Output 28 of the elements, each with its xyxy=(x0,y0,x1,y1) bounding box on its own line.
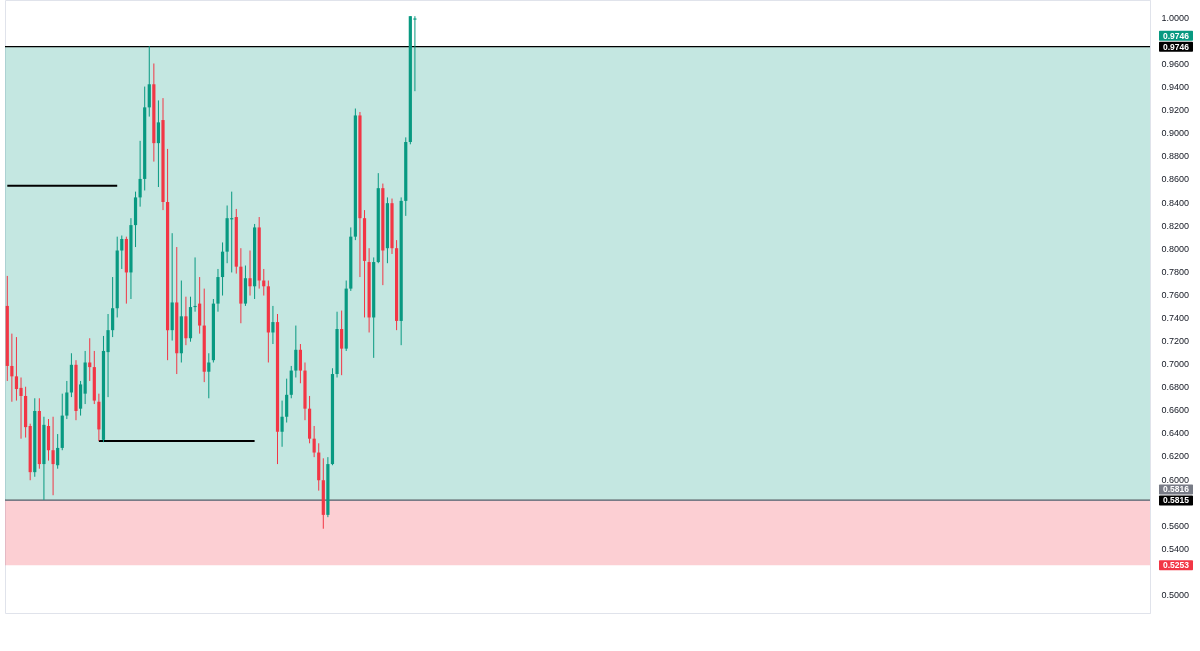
y-tick-label: 0.7000 xyxy=(1161,359,1190,370)
ref-line-label: 0.5816 xyxy=(1163,484,1190,495)
y-tick-label: 0.6000 xyxy=(1161,474,1190,485)
ref-line-label: 0.9746 xyxy=(1163,41,1190,52)
y-tick-label: 0.5600 xyxy=(1161,520,1190,531)
y-tick-label: 0.9600 xyxy=(1161,58,1190,69)
y-tick-label: 0.5000 xyxy=(1161,590,1190,601)
y-tick-label: 0.7600 xyxy=(1161,289,1190,300)
y-tick-label: 0.6800 xyxy=(1161,382,1190,393)
y-tick-label: 0.8200 xyxy=(1161,220,1190,231)
y-tick-label: 0.7200 xyxy=(1161,336,1190,347)
y-tick-label: 0.6400 xyxy=(1161,428,1190,439)
band-label: 0.5253 xyxy=(1163,560,1190,571)
y-tick-label: 0.9400 xyxy=(1161,82,1190,93)
y-tick-label: 0.5400 xyxy=(1161,543,1190,554)
y-tick-label: 0.7400 xyxy=(1161,312,1190,323)
y-tick-label: 0.6600 xyxy=(1161,405,1190,416)
y-tick-label: 0.9200 xyxy=(1161,105,1190,116)
y-tick-label: 0.7800 xyxy=(1161,266,1190,277)
y-tick-label: 0.8400 xyxy=(1161,197,1190,208)
y-tick-label: 1.0000 xyxy=(1161,12,1190,23)
y-tick-label: 0.8800 xyxy=(1161,151,1190,162)
y-tick-label: 0.6200 xyxy=(1161,451,1190,462)
y-tick-label: 0.8000 xyxy=(1161,243,1190,254)
y-tick-label: 0.8600 xyxy=(1161,174,1190,185)
ref-line-label: 0.5815 xyxy=(1163,495,1190,506)
band-label: 0.9746 xyxy=(1163,30,1190,41)
y-tick-label: 0.9000 xyxy=(1161,128,1190,139)
